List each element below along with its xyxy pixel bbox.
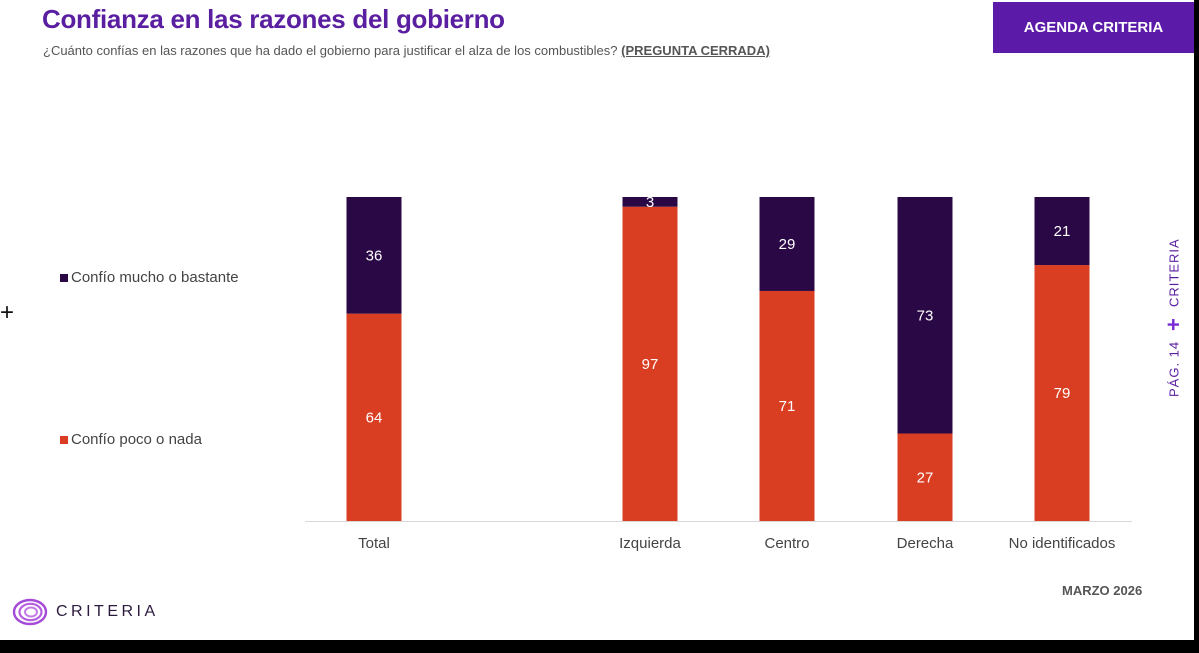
- criteria-logo[interactable]: CRITERIA: [12, 597, 159, 627]
- bar-mucho-no-identificados: [1034, 197, 1090, 266]
- x-tick-label-centro: Centro: [764, 535, 809, 552]
- legend-item-poco: Confío poco o nada: [60, 431, 202, 448]
- criteria-spiral-logo-icon: [12, 598, 48, 626]
- data-label-poco-centro: 71: [779, 398, 796, 415]
- legend-item-mucho: Confío mucho o bastante: [60, 269, 239, 286]
- x-tick-label-total: Total: [358, 535, 390, 552]
- legend-swatch-poco: [60, 435, 68, 444]
- logo-text: CRITERIA: [56, 603, 159, 620]
- bar-poco-derecha: [897, 433, 953, 521]
- report-date: MARZO 2026: [1062, 583, 1143, 598]
- legend-label-mucho: Confío mucho o bastante: [71, 269, 239, 286]
- data-label-poco-izquierda: 97: [642, 356, 659, 373]
- data-label-mucho-izquierda: 3: [646, 194, 654, 211]
- bar-mucho-izquierda: [622, 197, 678, 207]
- bar-poco-izquierda: [622, 206, 678, 521]
- data-label-mucho-total: 36: [366, 247, 383, 264]
- question-type: (PREGUNTA CERRADA): [621, 43, 770, 58]
- bar-mucho-derecha: [897, 197, 953, 434]
- question-text: ¿Cuánto confías en las razones que ha da…: [43, 43, 618, 58]
- legend-swatch-mucho: [60, 273, 68, 282]
- bar-mucho-total: [346, 197, 402, 314]
- question-subtitle: ¿Cuánto confías en las razones que ha da…: [43, 43, 770, 58]
- plus-icon: +: [1161, 317, 1186, 331]
- data-label-poco-no-identificados: 79: [1054, 385, 1071, 402]
- side-page-label: PÁG. 14 + CRITERIA: [1144, 222, 1199, 397]
- data-label-poco-total: 64: [366, 409, 383, 426]
- bar-poco-centro: [759, 290, 815, 521]
- legend-label-poco: Confío poco o nada: [71, 431, 202, 448]
- data-label-mucho-no-identificados: 21: [1054, 223, 1071, 240]
- x-tick-label-izquierda: Izquierda: [619, 535, 681, 552]
- page-title: Confianza en las razones del gobierno: [42, 4, 505, 34]
- data-label-mucho-derecha: 73: [917, 307, 934, 324]
- x-tick-label-no-identificados: No identificados: [1009, 535, 1116, 552]
- page-number: PÁG. 14: [1166, 340, 1182, 397]
- x-tick-label-derecha: Derecha: [897, 535, 954, 552]
- agenda-criteria-badge[interactable]: AGENDA CRITERIA: [993, 2, 1194, 53]
- data-label-mucho-centro: 29: [779, 236, 796, 253]
- bar-poco-no-identificados: [1034, 265, 1090, 521]
- bar-poco-total: [346, 313, 402, 521]
- frame-right-edge: [1194, 0, 1199, 653]
- frame-bottom-edge: [0, 640, 1199, 653]
- bar-mucho-centro: [759, 197, 815, 291]
- side-brand: CRITERIA: [1166, 238, 1182, 307]
- plus-icon: +: [0, 299, 15, 326]
- data-label-poco-derecha: 27: [917, 469, 934, 486]
